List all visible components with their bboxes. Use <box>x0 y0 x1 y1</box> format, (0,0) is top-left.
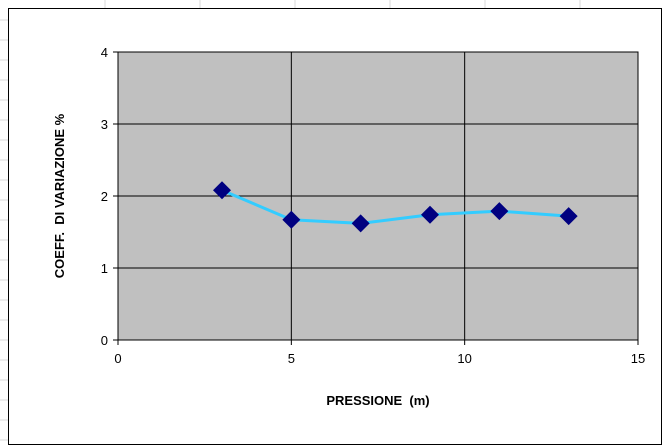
data-point-marker <box>559 207 578 226</box>
y-tick-label: 0 <box>101 333 108 348</box>
y-tick-label: 2 <box>101 189 108 204</box>
series-layer <box>213 181 578 233</box>
data-point-marker <box>213 181 231 200</box>
y-axis-title: COEFF. DI VARIAZIONE % <box>52 113 67 278</box>
y-tick-label: 1 <box>101 261 108 276</box>
data-point-marker <box>282 210 301 229</box>
y-axis-ticks: 0 1 2 3 4 <box>101 45 118 348</box>
data-point-marker <box>421 205 439 224</box>
data-point-marker <box>490 202 509 221</box>
y-tick-label: 4 <box>101 45 108 60</box>
x-axis-ticks: 0 5 10 15 <box>114 340 645 366</box>
x-tick-label: 0 <box>114 351 121 366</box>
x-tick-label: 5 <box>288 351 295 366</box>
data-point-marker <box>351 214 370 233</box>
x-tick-label: 15 <box>631 351 645 366</box>
series-line <box>221 188 569 225</box>
x-axis-title: PRESSIONE (m) <box>326 393 429 408</box>
x-tick-label: 10 <box>457 351 471 366</box>
y-tick-label: 3 <box>101 117 108 132</box>
